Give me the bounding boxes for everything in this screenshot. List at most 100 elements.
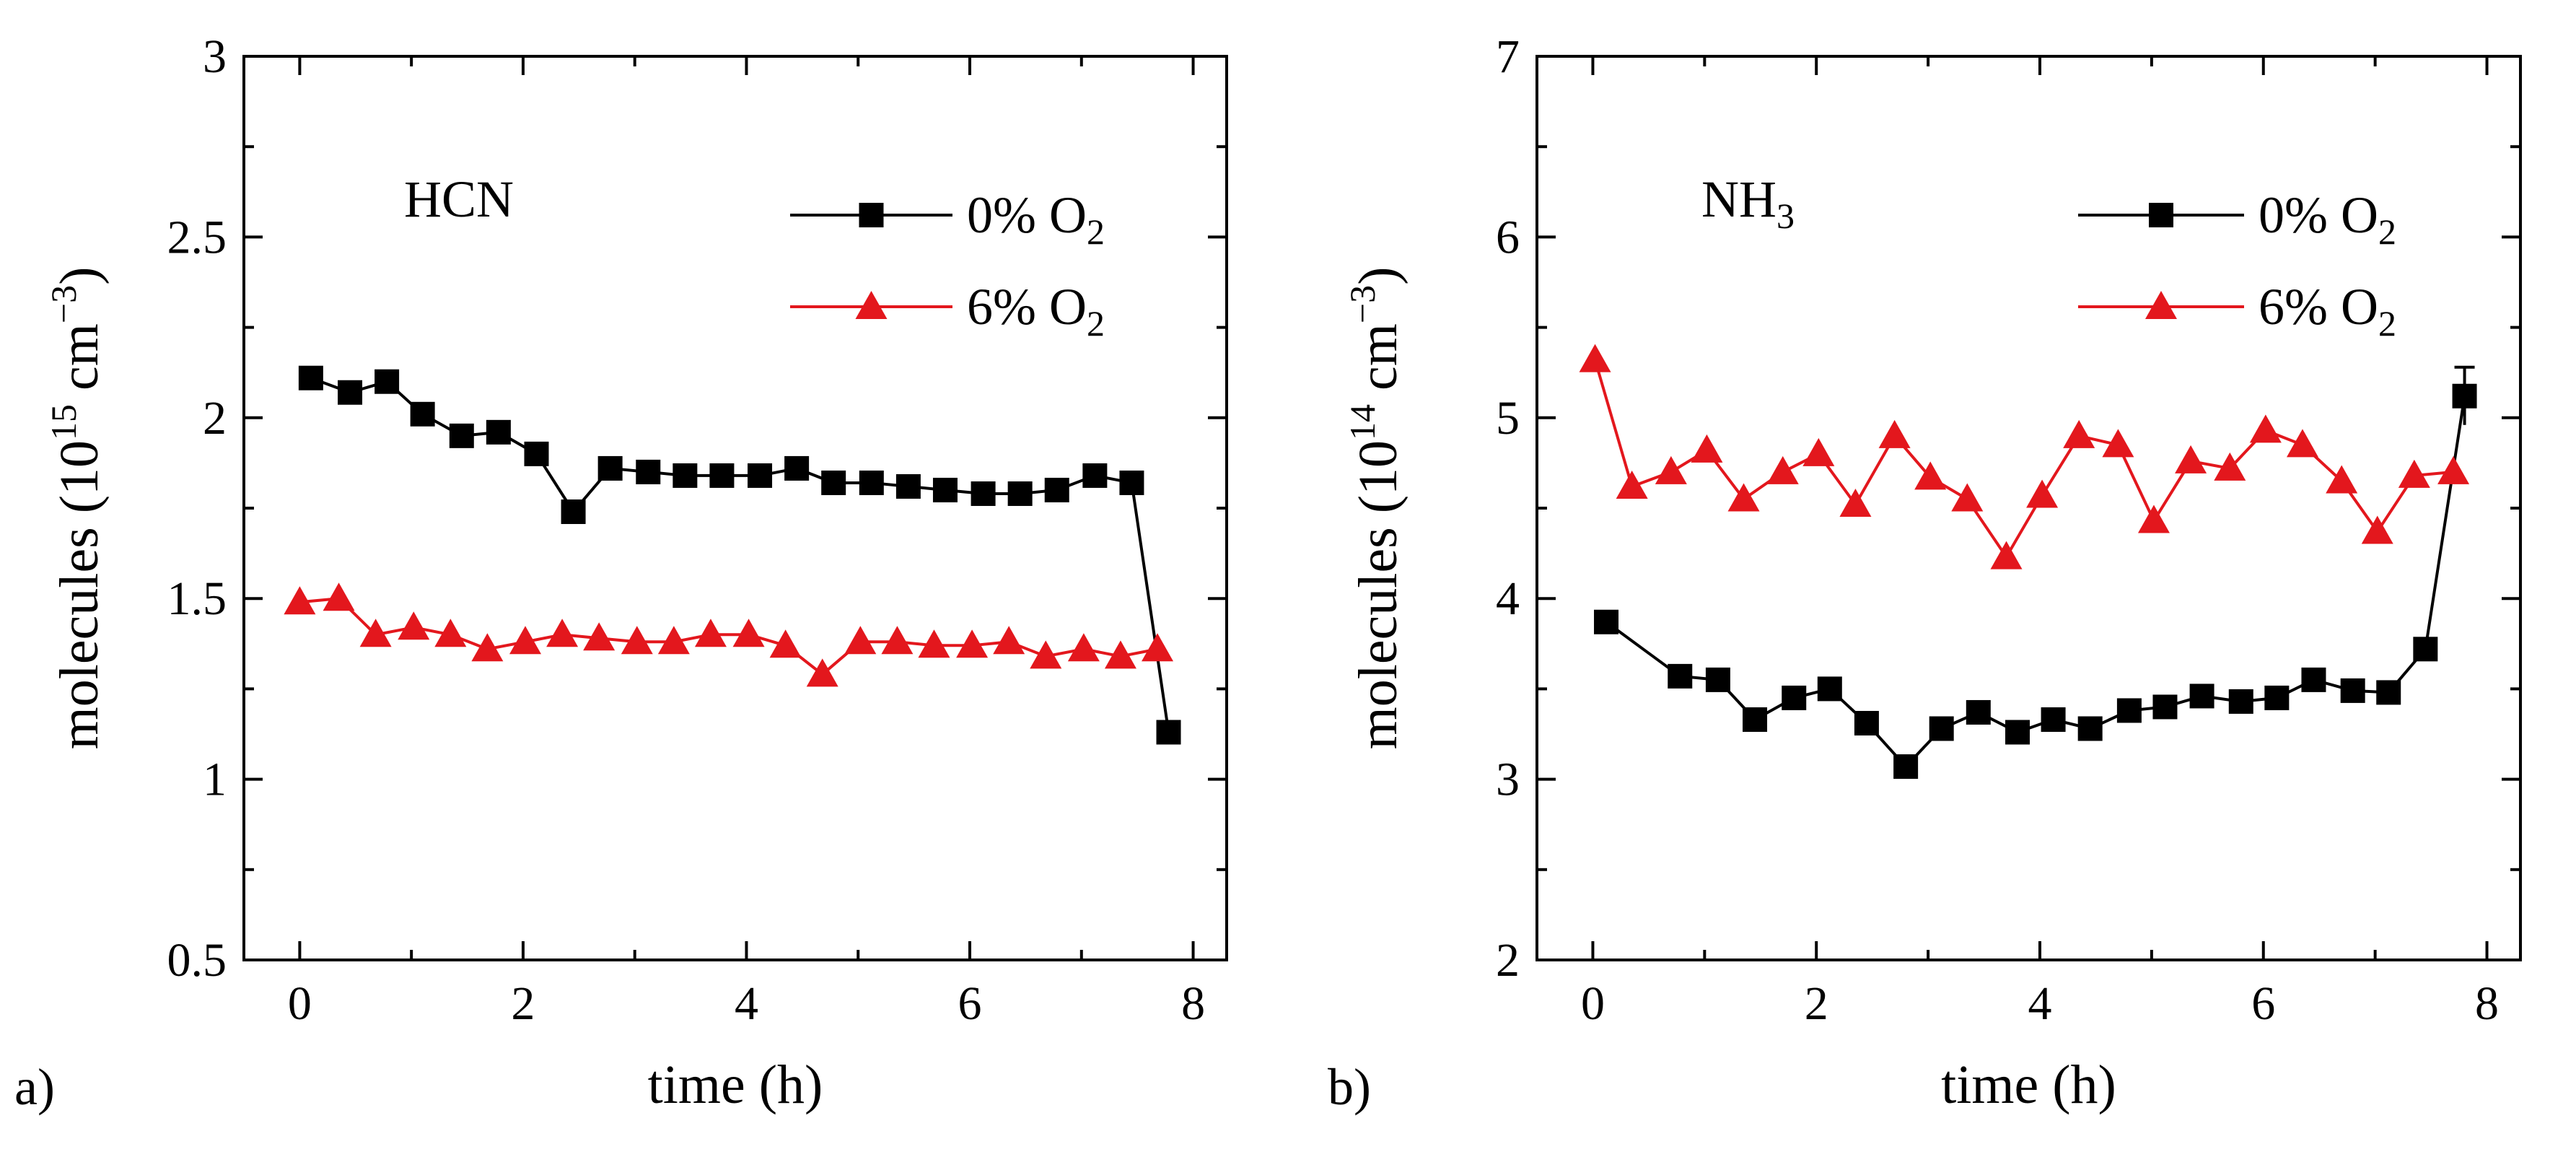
data-point — [971, 481, 996, 506]
data-point — [784, 455, 810, 481]
x-tick-label: 8 — [2475, 977, 2499, 1030]
data-point — [449, 423, 474, 448]
panel-letter: a) — [14, 1058, 55, 1116]
data-point — [2376, 680, 2401, 705]
x-tick-label: 2 — [511, 977, 535, 1030]
x-tick-label: 2 — [1805, 977, 1828, 1030]
data-point — [694, 619, 727, 647]
data-point — [2326, 465, 2358, 494]
y-tick-label: 6 — [1496, 211, 1520, 263]
chart-panel-b: 0 2 4 6 8 2 3 4 5 6 7 time (h) molecules (1014 cm−3)… — [1328, 30, 2522, 1116]
x-tick-label: 6 — [2251, 977, 2275, 1030]
data-point — [732, 619, 765, 647]
y-tick-label: 4 — [1496, 572, 1520, 625]
x-tick-label: 6 — [958, 977, 982, 1030]
data-point — [1691, 434, 1723, 463]
legend-label: 6% O2 — [967, 278, 1105, 344]
data-point — [2063, 419, 2095, 448]
data-point — [1044, 477, 1069, 502]
y-tick-label: 0.5 — [167, 934, 227, 987]
legend-entry: 0% O2 — [790, 186, 1105, 252]
legend-label: 0% O2 — [967, 186, 1105, 252]
data-point — [338, 380, 363, 405]
y-tick-label: 1.5 — [167, 572, 227, 625]
data-point — [2189, 684, 2214, 709]
legend-marker — [2145, 291, 2177, 319]
x-tick-label: 0 — [1581, 977, 1605, 1030]
data-point — [1854, 710, 1879, 735]
data-point — [524, 441, 549, 466]
data-point — [1839, 488, 1872, 517]
data-point — [2116, 698, 2142, 723]
data-point — [1782, 685, 1807, 710]
data-point — [1104, 640, 1136, 669]
data-point — [2398, 459, 2430, 488]
data-point — [806, 658, 838, 687]
data-point — [2301, 667, 2326, 692]
data-point — [509, 626, 542, 655]
series-zero-o2 — [1594, 383, 2477, 780]
y-tick-label: 1 — [203, 754, 227, 806]
data-point — [1914, 461, 1947, 490]
legend-marker — [2149, 203, 2173, 227]
series-line — [310, 376, 1170, 733]
data-point — [2041, 707, 2066, 732]
data-point — [1156, 720, 1181, 745]
data-point — [2228, 689, 2253, 714]
data-point — [1929, 716, 1954, 741]
y-axis-label: molecules (1014 cm−3) — [1342, 267, 1409, 750]
x-tick-label: 4 — [2028, 977, 2051, 1030]
data-point — [1067, 633, 1100, 662]
series-zero-o2 — [298, 365, 1181, 745]
series-six-o2 — [1579, 344, 2470, 569]
data-point — [673, 463, 698, 488]
panel-title: NH3 — [1701, 170, 1795, 236]
data-point — [471, 633, 504, 662]
data-point — [1893, 754, 1919, 780]
data-point — [918, 629, 950, 658]
data-point — [323, 582, 355, 611]
data-point — [2264, 685, 2290, 710]
data-point — [932, 477, 958, 502]
data-point — [769, 629, 802, 658]
data-point — [2361, 515, 2393, 544]
data-point — [398, 611, 430, 640]
data-point — [298, 365, 323, 390]
data-point — [1082, 463, 1108, 488]
data-point — [956, 629, 989, 658]
data-point — [1030, 640, 1062, 669]
legend-label: 0% O2 — [2259, 186, 2396, 252]
data-point — [583, 622, 615, 651]
data-point — [2437, 455, 2470, 484]
panel-title: HCN — [404, 170, 514, 228]
data-point — [2137, 505, 2170, 533]
data-point — [1705, 667, 1730, 692]
data-point — [434, 619, 467, 647]
data-point — [657, 626, 690, 655]
data-point — [359, 619, 392, 647]
data-point — [2286, 429, 2318, 458]
data-point — [2175, 445, 2207, 473]
legend-entry: 6% O2 — [2078, 278, 2396, 344]
series-six-o2 — [284, 582, 1174, 687]
data-point — [621, 626, 653, 655]
data-point — [1007, 481, 1033, 506]
y-tick-label: 2 — [203, 392, 227, 445]
legend-label: 6% O2 — [2259, 278, 2396, 344]
data-point — [2102, 429, 2134, 458]
data-point — [844, 626, 877, 655]
legend-entry: 0% O2 — [2078, 186, 2396, 252]
data-point — [2026, 479, 2059, 508]
legend-entry: 6% O2 — [790, 278, 1105, 344]
legend-marker — [859, 203, 884, 227]
data-point — [1119, 470, 1144, 495]
y-tick-label: 3 — [203, 30, 227, 83]
x-tick-label: 4 — [735, 977, 758, 1030]
data-point — [1727, 483, 1760, 512]
data-point — [1878, 419, 1911, 448]
chart-panel-a: 0 2 4 6 8 0.5 1 1.5 2 2.5 3 time (h) molecules (1015… — [14, 30, 1228, 1116]
y-tick-label: 2 — [1496, 934, 1520, 987]
data-point — [1616, 470, 1648, 499]
x-tick-label: 8 — [1181, 977, 1205, 1030]
